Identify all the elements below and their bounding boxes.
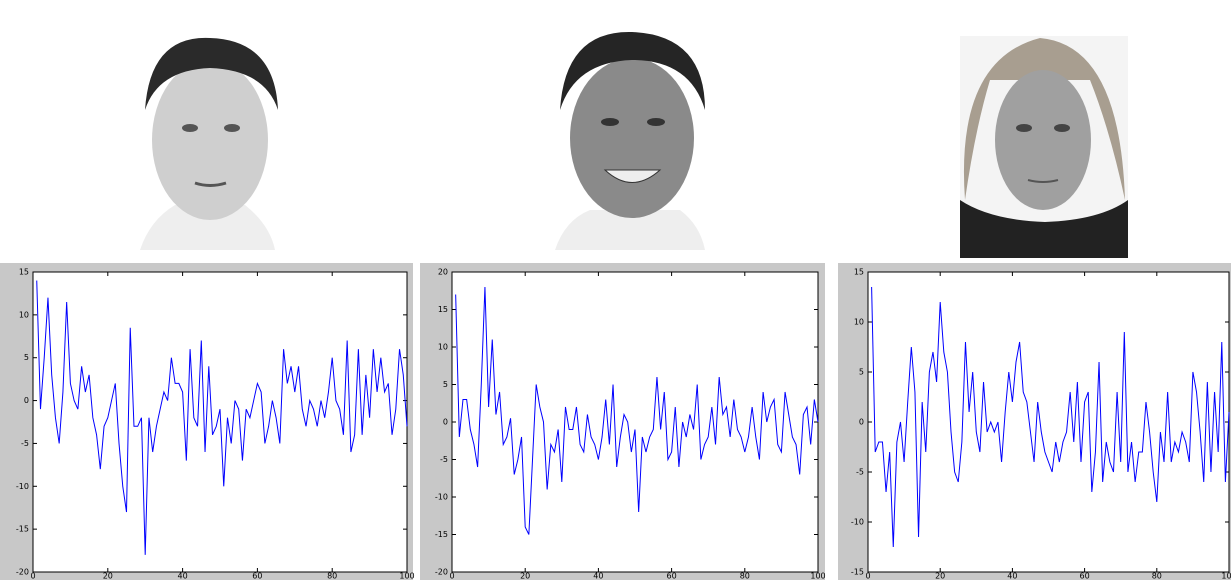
y-tick-label: -5 xyxy=(21,439,29,448)
x-tick-label: 60 xyxy=(667,572,677,580)
y-tick-label: -15 xyxy=(851,568,864,577)
hair xyxy=(963,38,1125,200)
x-tick-label: 20 xyxy=(520,572,530,580)
y-tick-label: 5 xyxy=(859,368,864,377)
plot-area xyxy=(32,271,408,573)
y-tick-label: 5 xyxy=(443,380,448,389)
x-tick-label: 80 xyxy=(740,572,750,580)
data-line xyxy=(871,286,1230,548)
face-photo xyxy=(140,37,278,250)
y-tick-label: -10 xyxy=(435,493,448,502)
y-tick-label: 5 xyxy=(24,353,29,362)
face-photo xyxy=(960,36,1128,258)
x-tick-label: 20 xyxy=(103,572,113,580)
x-tick-label: 0 xyxy=(865,572,870,580)
mouth xyxy=(603,169,662,183)
chart: 0 20 40 60 80 100 -20 -15 -10 -5 0 5 10 15 xyxy=(0,263,415,580)
x-tick-label: 100 xyxy=(1221,572,1231,580)
hair xyxy=(145,37,278,110)
eye xyxy=(601,118,619,126)
x-tick-label: 40 xyxy=(1007,572,1017,580)
eye xyxy=(647,118,665,126)
y-tick-label: 15 xyxy=(438,305,448,314)
y-tick-label: -15 xyxy=(435,530,448,539)
mouth xyxy=(1027,179,1059,183)
y-tick-label: 10 xyxy=(19,310,29,319)
y-tick-label: -15 xyxy=(16,525,29,534)
eye xyxy=(224,124,240,132)
y-tick-label: -20 xyxy=(435,568,448,577)
plot-area xyxy=(867,271,1230,573)
y-tick-label: 0 xyxy=(443,418,448,427)
plot-area xyxy=(451,271,819,573)
y-tick-label: 10 xyxy=(438,343,448,352)
shoulders xyxy=(555,210,705,250)
y-tick-label: 0 xyxy=(24,396,29,405)
face xyxy=(995,70,1091,210)
chart: 0 20 40 60 80 100 -15 -10 -5 0 5 10 15 xyxy=(838,263,1231,580)
y-tick-label: 15 xyxy=(854,268,864,277)
shoulders xyxy=(960,200,1128,258)
y-tick-label: -5 xyxy=(856,468,864,477)
y-tick-label: 15 xyxy=(19,268,29,277)
face xyxy=(152,60,268,220)
x-tick-label: 40 xyxy=(178,572,188,580)
y-tick-label: -10 xyxy=(851,518,864,527)
face xyxy=(570,58,694,218)
x-tick-label: 80 xyxy=(327,572,337,580)
eye xyxy=(1016,124,1032,132)
chart: 0 20 40 60 80 100 -20 -15 -10 -5 0 5 10 15 20 xyxy=(420,263,826,580)
x-tick-label: 0 xyxy=(30,572,35,580)
mouth xyxy=(194,181,227,187)
y-tick-label: -5 xyxy=(440,455,448,464)
hair xyxy=(560,31,705,110)
x-tick-label: 20 xyxy=(935,572,945,580)
y-tick-label: 10 xyxy=(854,318,864,327)
y-tick-label: 20 xyxy=(438,268,448,277)
x-tick-label: 60 xyxy=(252,572,262,580)
face-photo xyxy=(555,31,705,250)
x-tick-label: 40 xyxy=(593,572,603,580)
y-tick-label: -20 xyxy=(16,568,29,577)
shoulders xyxy=(140,205,275,250)
x-tick-label: 80 xyxy=(1152,572,1162,580)
x-tick-label: 100 xyxy=(399,572,414,580)
eye xyxy=(1054,124,1070,132)
data-line xyxy=(36,280,408,555)
y-tick-label: 0 xyxy=(859,418,864,427)
eye xyxy=(182,124,198,132)
x-tick-label: 60 xyxy=(1080,572,1090,580)
x-tick-label: 0 xyxy=(449,572,454,580)
y-tick-label: -10 xyxy=(16,482,29,491)
x-tick-label: 100 xyxy=(810,572,825,580)
data-line xyxy=(455,286,819,535)
